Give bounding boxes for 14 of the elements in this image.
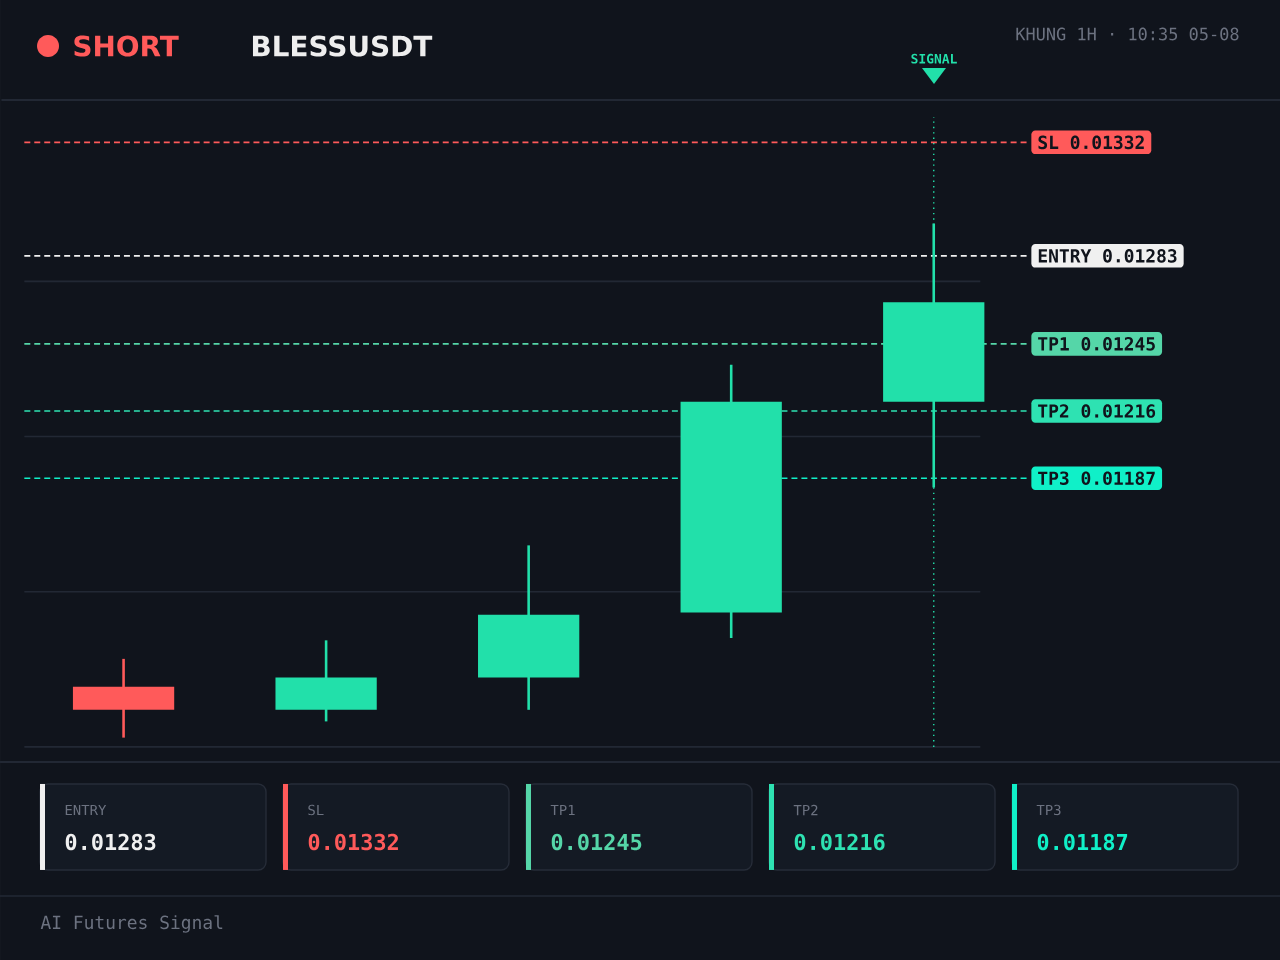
text: KHUNG 1H · 10:35 05-08 <box>1016 27 1239 41</box>
ref-line-label: TP3 0.01187 <box>1038 471 1155 485</box>
text: 0.01245 <box>551 833 642 851</box>
chart-subtitle: BLESSUSDT <box>252 35 433 57</box>
text: 0.01283 <box>65 833 156 851</box>
ref-line-label: TP1 0.01245 <box>1038 337 1155 351</box>
text: AI Futures Signal <box>40 915 223 933</box>
text: 0.01187 <box>1037 833 1128 851</box>
text: 0.01216 <box>794 833 885 851</box>
ref-line-label: TP2 0.01216 <box>1038 404 1156 418</box>
text: 0.01332 <box>308 833 398 851</box>
ref-line-label: ENTRY 0.01283 <box>1038 249 1177 263</box>
ref-line-label: SL 0.01332 <box>1038 135 1144 150</box>
chart-title: SHORT <box>74 35 179 57</box>
